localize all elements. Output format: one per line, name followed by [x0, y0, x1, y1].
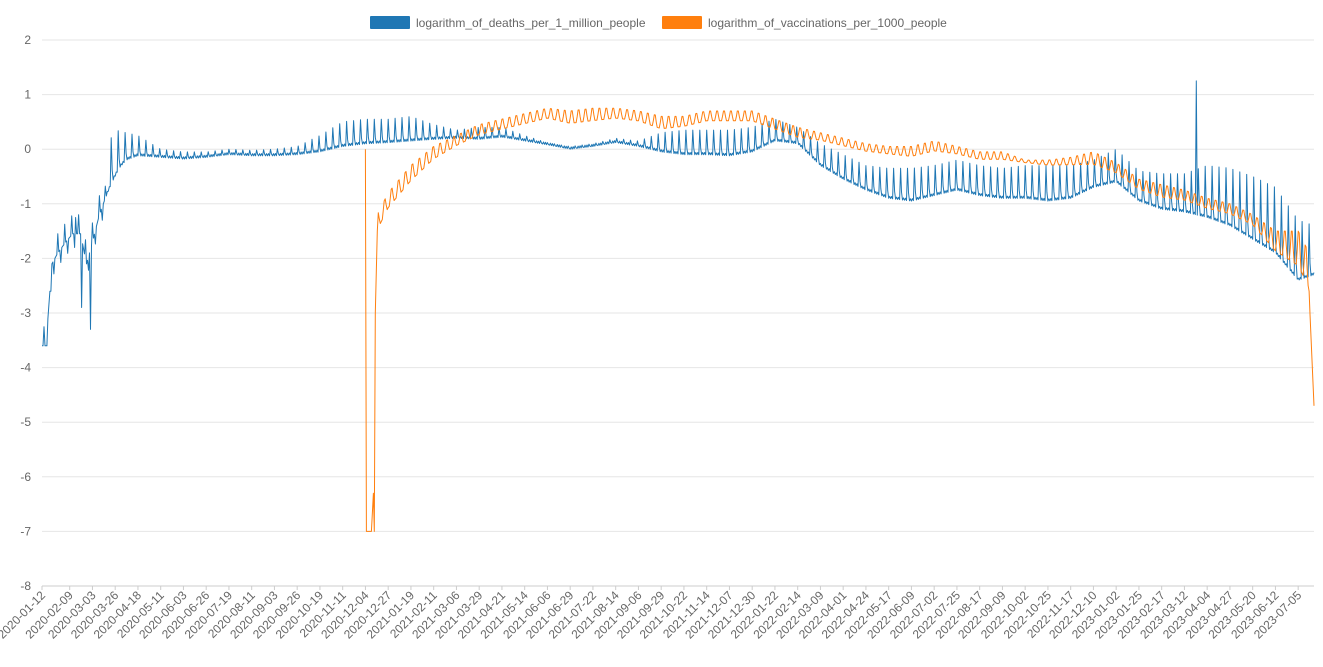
series-line-deaths — [42, 80, 1315, 347]
y-tick-label: -5 — [20, 415, 31, 429]
legend-swatch-deaths — [370, 16, 410, 29]
y-tick-label: 2 — [24, 33, 31, 47]
legend-item-deaths[interactable]: logarithm_of_deaths_per_1_million_people — [370, 16, 646, 30]
legend-swatch-vaccinations — [662, 16, 702, 29]
series-lines — [42, 80, 1315, 532]
legend-label-vaccinations: logarithm_of_vaccinations_per_1000_peopl… — [708, 16, 947, 30]
legend[interactable]: logarithm_of_deaths_per_1_million_people… — [370, 16, 947, 30]
y-tick-label: 0 — [24, 142, 31, 156]
y-tick-label: -2 — [20, 251, 31, 265]
y-axis: 2 1 0 -1 -2 -3 -4 -5 -6 -7 -8 — [20, 33, 31, 593]
x-axis: 2020-01-122020-02-092020-03-032020-03-26… — [0, 586, 1305, 642]
grid-lines — [42, 39, 1314, 587]
y-tick-label: 1 — [24, 88, 31, 102]
y-tick-label: -4 — [20, 361, 31, 375]
y-tick-label: -6 — [20, 470, 31, 484]
y-tick-label: -7 — [20, 524, 31, 538]
y-tick-label: -8 — [20, 579, 31, 593]
y-tick-label: -3 — [20, 306, 31, 320]
legend-item-vaccinations[interactable]: logarithm_of_vaccinations_per_1000_peopl… — [662, 16, 947, 30]
y-tick-label: -1 — [20, 197, 31, 211]
series-line-vaccinations — [364, 107, 1315, 532]
legend-label-deaths: logarithm_of_deaths_per_1_million_people — [416, 16, 646, 30]
